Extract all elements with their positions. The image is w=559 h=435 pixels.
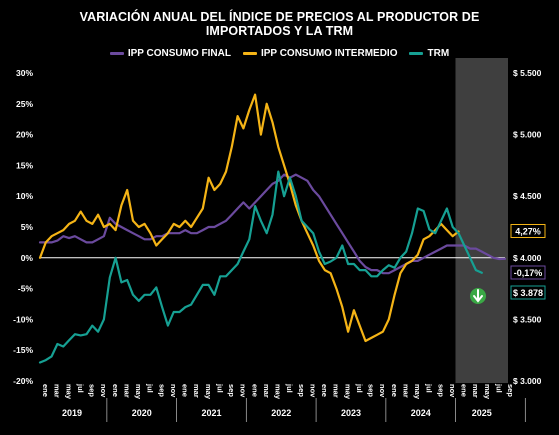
x-month-tick-label: mar xyxy=(122,384,131,398)
legend-item-trm: TRM xyxy=(409,48,449,59)
series-line-intermedio xyxy=(38,93,460,343)
x-month-tick-label: jul xyxy=(355,383,364,393)
x-year-label: 2021 xyxy=(201,408,221,418)
x-month-tick-label: may xyxy=(274,384,283,400)
x-month-tick-label: nov xyxy=(99,384,108,398)
y-left-tick-label: 0% xyxy=(21,253,34,263)
x-month-tick-label: nov xyxy=(308,384,317,398)
legend: IPP CONSUMO FINAL IPP CONSUMO INTERMEDIO… xyxy=(0,48,559,59)
x-month-tick-label: ene xyxy=(41,384,50,397)
end-label-box-trm xyxy=(510,285,546,300)
legend-item-final: IPP CONSUMO FINAL xyxy=(109,48,231,59)
chart-title-line2: IMPORTADOS Y LA TRM xyxy=(205,24,354,38)
x-month-tick-label: jul xyxy=(285,383,294,393)
y-right-tick-label: $ 5.500 xyxy=(513,68,542,78)
y-right-tick-label: $ 3.500 xyxy=(513,314,542,324)
y-left-tick-label: -5% xyxy=(18,284,34,294)
y-left-tick-label: 5% xyxy=(21,222,34,232)
y-left-tick-label: 10% xyxy=(16,191,33,201)
x-month-tick-label: may xyxy=(343,384,352,400)
x-year-label: 2023 xyxy=(341,408,361,418)
highlight-band-2025 xyxy=(455,58,508,383)
legend-label-final: IPP CONSUMO FINAL xyxy=(127,48,231,59)
legend-label-trm: TRM xyxy=(427,48,450,59)
x-month-tick-label: may xyxy=(134,384,143,400)
x-year-label: 2020 xyxy=(132,408,152,418)
x-month-tick-label: mar xyxy=(332,384,341,398)
y-right-tick-label: $ 4.000 xyxy=(513,253,542,263)
x-month-tick-label: jul xyxy=(146,383,155,393)
y-left-tick-label: 20% xyxy=(16,130,33,140)
x-month-tick-label: ene xyxy=(250,384,259,397)
y-right-tick-label: $ 3.000 xyxy=(513,376,542,386)
end-label-final: -0,17% xyxy=(514,268,543,278)
end-label-intermedio: 4,27% xyxy=(515,226,541,236)
x-month-tick-label: sep xyxy=(506,384,515,397)
x-month-tick-label: jul xyxy=(494,383,503,393)
chart-title-line1: VARIACIÓN ANUAL DEL ÍNDICE DE PRECIOS AL… xyxy=(79,10,480,24)
legend-swatch-trm xyxy=(409,52,424,55)
y-left-tick-label: 15% xyxy=(16,160,33,170)
x-year-label: 2024 xyxy=(411,408,431,418)
x-month-tick-label: nov xyxy=(378,384,387,398)
x-month-tick-label: nov xyxy=(169,384,178,398)
y-right-tick-label: $ 4.500 xyxy=(513,191,542,201)
x-month-tick-label: mar xyxy=(192,384,201,398)
x-month-tick-label: sep xyxy=(297,384,306,397)
x-month-tick-label: sep xyxy=(367,384,376,397)
x-month-tick-label: ene xyxy=(181,384,190,397)
x-month-tick-label: mar xyxy=(53,384,62,398)
x-month-tick-label: sep xyxy=(436,384,445,397)
x-month-tick-label: ene xyxy=(460,384,469,397)
end-label-box-final xyxy=(510,265,546,280)
x-month-tick-label: sep xyxy=(227,384,236,397)
x-month-tick-label: mar xyxy=(401,384,410,398)
y-left-tick-label: 30% xyxy=(16,68,33,78)
x-month-tick-label: may xyxy=(413,384,422,400)
legend-item-intermedio: IPP CONSUMO INTERMEDIO xyxy=(242,48,398,59)
x-month-tick-label: may xyxy=(204,384,213,400)
chart-title: VARIACIÓN ANUAL DEL ÍNDICE DE PRECIOS AL… xyxy=(0,10,559,38)
x-month-tick-label: jul xyxy=(215,383,224,393)
end-label-trm: $ 3.878 xyxy=(513,288,543,298)
x-year-label: 2019 xyxy=(62,408,82,418)
legend-swatch-intermedio xyxy=(242,52,257,55)
series-line-trm xyxy=(38,170,483,364)
x-month-tick-label: mar xyxy=(471,384,480,398)
x-month-tick-label: ene xyxy=(390,384,399,397)
end-label-box-intermedio xyxy=(510,223,546,238)
x-month-tick-label: may xyxy=(64,384,73,400)
down-arrow-glyph xyxy=(473,289,483,303)
x-month-tick-label: jul xyxy=(76,383,85,393)
x-month-tick-label: jul xyxy=(425,383,434,393)
x-month-tick-label: mar xyxy=(262,384,271,398)
x-month-tick-label: nov xyxy=(448,384,457,398)
y-right-tick-label: $ 5.000 xyxy=(513,130,542,140)
x-month-tick-label: sep xyxy=(88,384,97,397)
legend-swatch-final xyxy=(109,52,124,55)
x-year-label: 2022 xyxy=(271,408,291,418)
x-month-tick-label: ene xyxy=(320,384,329,397)
x-month-tick-label: nov xyxy=(239,384,248,398)
x-month-tick-label: sep xyxy=(157,384,166,397)
y-left-tick-label: -10% xyxy=(13,314,33,324)
legend-label-intermedio: IPP CONSUMO INTERMEDIO xyxy=(260,48,398,59)
y-left-tick-label: 25% xyxy=(16,99,33,109)
x-year-label: 2025 xyxy=(472,408,492,418)
y-left-tick-label: -20% xyxy=(13,376,33,386)
y-left-tick-label: -15% xyxy=(13,345,33,355)
x-month-tick-label: ene xyxy=(111,384,120,397)
x-month-tick-label: may xyxy=(483,384,492,400)
